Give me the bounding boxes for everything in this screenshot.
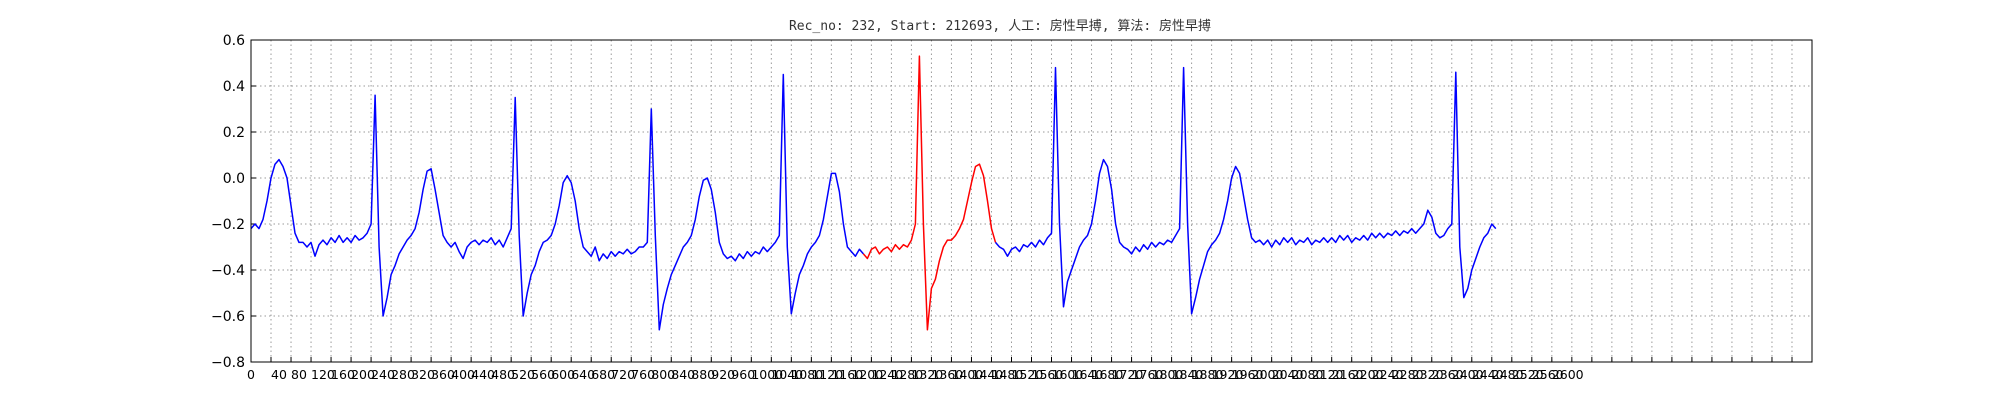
y-tick-label: 0.0 — [223, 171, 245, 187]
x-tick-label: 2000 — [1252, 367, 1284, 382]
x-tick-label: 1440 — [971, 367, 1003, 382]
x-tick-label: 1680 — [1092, 367, 1124, 382]
x-tick-label: 40 — [271, 367, 287, 382]
y-tick-label: −0.2 — [211, 217, 245, 233]
x-tick-label: 440 — [471, 367, 495, 382]
y-axis: −0.8 −0.6 −0.4 −0.2 0.0 0.2 0.4 0.6 — [211, 33, 256, 371]
x-tick-label: 1240 — [871, 367, 903, 382]
x-tick-label: 2280 — [1392, 367, 1424, 382]
x-tick-label: 320 — [411, 367, 435, 382]
x-tick-label: 2560 — [1532, 367, 1564, 382]
y-tick-label: 0.4 — [223, 79, 245, 95]
x-tick-label: 1760 — [1132, 367, 1164, 382]
x-tick-label: 2040 — [1272, 367, 1304, 382]
x-tick-label: 720 — [611, 367, 635, 382]
x-tick-label: 1000 — [751, 367, 783, 382]
series-lines — [250, 55, 1497, 331]
y-tick-label: −0.6 — [211, 309, 245, 325]
x-tick-label: 760 — [631, 367, 655, 382]
x-tick-label: 640 — [571, 367, 595, 382]
x-tick-label: 1600 — [1052, 367, 1084, 382]
x-tick-label: 160 — [331, 367, 355, 382]
x-tick-label: 1720 — [1112, 367, 1144, 382]
y-tick-label: 0.2 — [223, 125, 245, 141]
x-tick-label: 2480 — [1492, 367, 1524, 382]
plot-frame — [250, 39, 1813, 363]
x-tick-label: 2320 — [1412, 367, 1444, 382]
x-tick-label: 800 — [651, 367, 675, 382]
x-tick-label: 480 — [491, 367, 515, 382]
y-tick-label: −0.8 — [211, 355, 245, 371]
x-tick-label: 1480 — [991, 367, 1023, 382]
x-tick-label: 1200 — [851, 367, 883, 382]
x-tick-label: 1520 — [1011, 367, 1043, 382]
x-tick-label: 2080 — [1292, 367, 1324, 382]
x-tick-label: 2600 — [1552, 367, 1584, 382]
x-tick-label: 1360 — [931, 367, 963, 382]
x-tick-label: 1040 — [771, 367, 803, 382]
chart-title: Rec_no: 232, Start: 212693, 人工: 房性早搏, 算法… — [789, 18, 1211, 34]
x-tick-label: 1080 — [791, 367, 823, 382]
x-tick-label: 1920 — [1212, 367, 1244, 382]
x-tick-label: 1800 — [1152, 367, 1184, 382]
x-tick-label: 1400 — [951, 367, 983, 382]
x-tick-label: 80 — [291, 367, 307, 382]
x-tick-label: 960 — [731, 367, 755, 382]
x-tick-label: 1280 — [891, 367, 923, 382]
x-tick-label: 2160 — [1332, 367, 1364, 382]
x-tick-label: 2440 — [1472, 367, 1504, 382]
x-tick-label: 400 — [451, 367, 475, 382]
x-tick-label: 120 — [311, 367, 335, 382]
x-tick-label: 200 — [351, 367, 375, 382]
x-tick-label: 1880 — [1192, 367, 1224, 382]
x-tick-label: 240 — [371, 367, 395, 382]
x-tick-label: 1560 — [1032, 367, 1064, 382]
series-line-highlight — [862, 55, 997, 331]
x-tick-label: 920 — [711, 367, 735, 382]
series-line — [250, 73, 864, 331]
x-tick-label: 1120 — [811, 367, 843, 382]
x-tick-label: 2520 — [1512, 367, 1544, 382]
x-tick-label: 1840 — [1172, 367, 1204, 382]
x-tick-label: 1160 — [831, 367, 863, 382]
x-tick-label: 2200 — [1352, 367, 1384, 382]
x-tick-label: 360 — [431, 367, 455, 382]
x-tick-label: 1320 — [911, 367, 943, 382]
x-tick-label: 840 — [671, 367, 695, 382]
x-tick-label: 1960 — [1232, 367, 1264, 382]
x-tick-label: 520 — [511, 367, 535, 382]
x-tick-label: 0 — [247, 367, 255, 382]
y-tick-label: −0.4 — [211, 263, 245, 279]
x-tick-label: 280 — [391, 367, 415, 382]
x-axis: 0 40 80 12016020024028032036040044048052056… — [247, 357, 1813, 382]
x-tick-label: 2400 — [1452, 367, 1484, 382]
y-tick-label: 0.6 — [223, 33, 245, 49]
x-tick-label: 2360 — [1432, 367, 1464, 382]
x-tick-label: 680 — [591, 367, 615, 382]
x-tick-label: 2240 — [1372, 367, 1404, 382]
x-tick-label: 600 — [551, 367, 575, 382]
x-tick-label: 560 — [531, 367, 555, 382]
series-line — [994, 66, 1497, 315]
x-tick-label: 1640 — [1072, 367, 1104, 382]
x-tick-label: 880 — [691, 367, 715, 382]
x-tick-label: 2120 — [1312, 367, 1344, 382]
